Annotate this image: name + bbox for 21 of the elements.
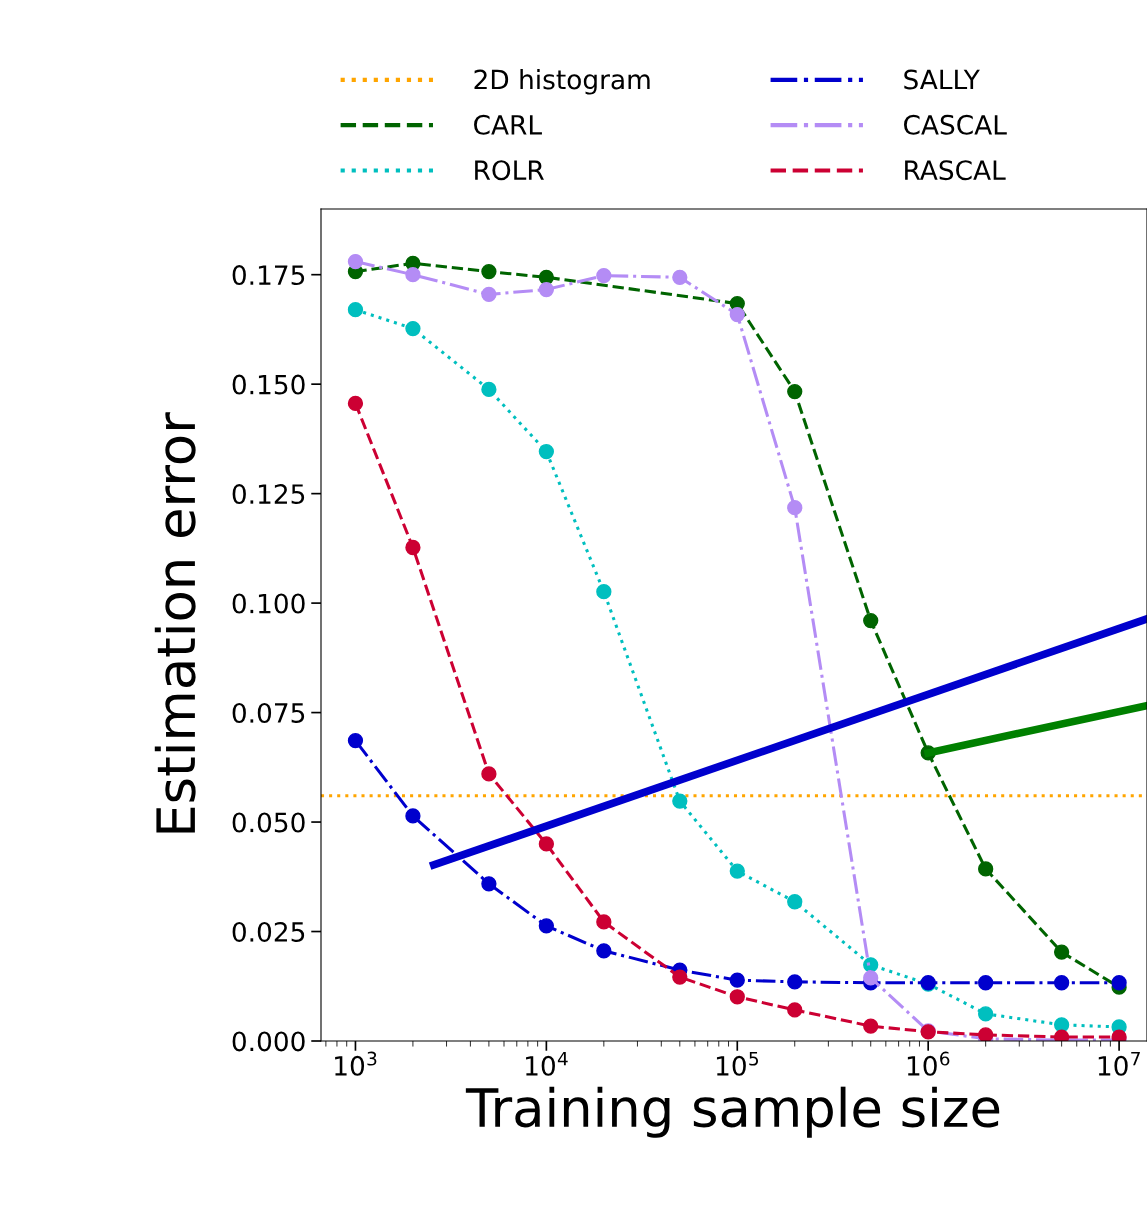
- x-tick-label: 10$^{5}$: [716, 1051, 759, 1076]
- y-tick-label: 0.075: [232, 703, 305, 723]
- x-axis-title: Training sample size: [465, 1086, 1000, 1138]
- x-tick-label: 10$^{4}$: [526, 1051, 568, 1076]
- y-tick-label: 0.000: [232, 1031, 305, 1052]
- legend-label: 2D histogram: [474, 69, 650, 95]
- y-tick-label: 0.125: [232, 484, 305, 505]
- x-tick-label: 10$^{6}$: [907, 1051, 950, 1076]
- legend-label: CASCAL: [904, 114, 1007, 135]
- y-tick-label: 0.050: [232, 812, 305, 833]
- legend-label: ROLR: [475, 160, 544, 181]
- legend-label: SALLY: [904, 69, 980, 90]
- y-tick-label: 0.025: [232, 921, 305, 942]
- legend-label: CARL: [474, 114, 542, 135]
- legend-label: RASCAL: [905, 160, 1006, 181]
- y-tick-label: 0.100: [232, 593, 305, 614]
- y-axis-title: Estimation error: [154, 412, 196, 833]
- x-tick-label: 10$^{3}$: [335, 1051, 377, 1076]
- y-tick-label: 0.150: [232, 374, 305, 395]
- y-tick-label: 0.175: [232, 265, 305, 286]
- x-tick-label: 10$^{7}$: [1098, 1051, 1140, 1076]
